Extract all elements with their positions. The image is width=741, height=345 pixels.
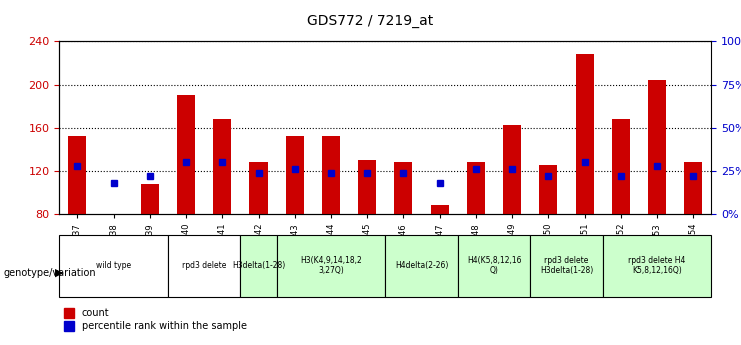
FancyBboxPatch shape bbox=[602, 235, 711, 297]
Bar bbox=[648, 80, 666, 214]
Text: H4(K5,8,12,16
Q): H4(K5,8,12,16 Q) bbox=[467, 256, 521, 275]
FancyBboxPatch shape bbox=[59, 235, 168, 297]
Text: H3(K4,9,14,18,2
3,27Q): H3(K4,9,14,18,2 3,27Q) bbox=[300, 256, 362, 275]
Text: ▶: ▶ bbox=[55, 268, 63, 277]
Bar bbox=[431, 205, 449, 214]
Text: GDS772 / 7219_at: GDS772 / 7219_at bbox=[308, 14, 433, 28]
Bar bbox=[141, 184, 159, 214]
FancyBboxPatch shape bbox=[385, 235, 458, 297]
Text: wild type: wild type bbox=[96, 261, 131, 270]
Text: genotype/variation: genotype/variation bbox=[4, 268, 96, 277]
Text: rpd3 delete: rpd3 delete bbox=[182, 261, 226, 270]
Bar bbox=[394, 162, 413, 214]
FancyBboxPatch shape bbox=[168, 235, 240, 297]
Bar bbox=[322, 136, 340, 214]
Bar bbox=[358, 160, 376, 214]
Bar bbox=[250, 162, 268, 214]
FancyBboxPatch shape bbox=[240, 235, 276, 297]
Bar bbox=[286, 136, 304, 214]
Text: H3delta(1-28): H3delta(1-28) bbox=[232, 261, 285, 270]
Bar bbox=[576, 54, 594, 214]
Bar bbox=[177, 95, 195, 214]
Bar bbox=[612, 119, 630, 214]
FancyBboxPatch shape bbox=[531, 235, 602, 297]
Bar bbox=[213, 119, 231, 214]
Text: rpd3 delete
H3delta(1-28): rpd3 delete H3delta(1-28) bbox=[540, 256, 593, 275]
Bar bbox=[503, 126, 521, 214]
Legend: count, percentile rank within the sample: count, percentile rank within the sample bbox=[64, 308, 247, 332]
Bar bbox=[539, 165, 557, 214]
Bar bbox=[467, 162, 485, 214]
Bar bbox=[684, 162, 702, 214]
FancyBboxPatch shape bbox=[458, 235, 531, 297]
Bar bbox=[68, 136, 87, 214]
FancyBboxPatch shape bbox=[276, 235, 385, 297]
Text: H4delta(2-26): H4delta(2-26) bbox=[395, 261, 448, 270]
Text: rpd3 delete H4
K5,8,12,16Q): rpd3 delete H4 K5,8,12,16Q) bbox=[628, 256, 685, 275]
